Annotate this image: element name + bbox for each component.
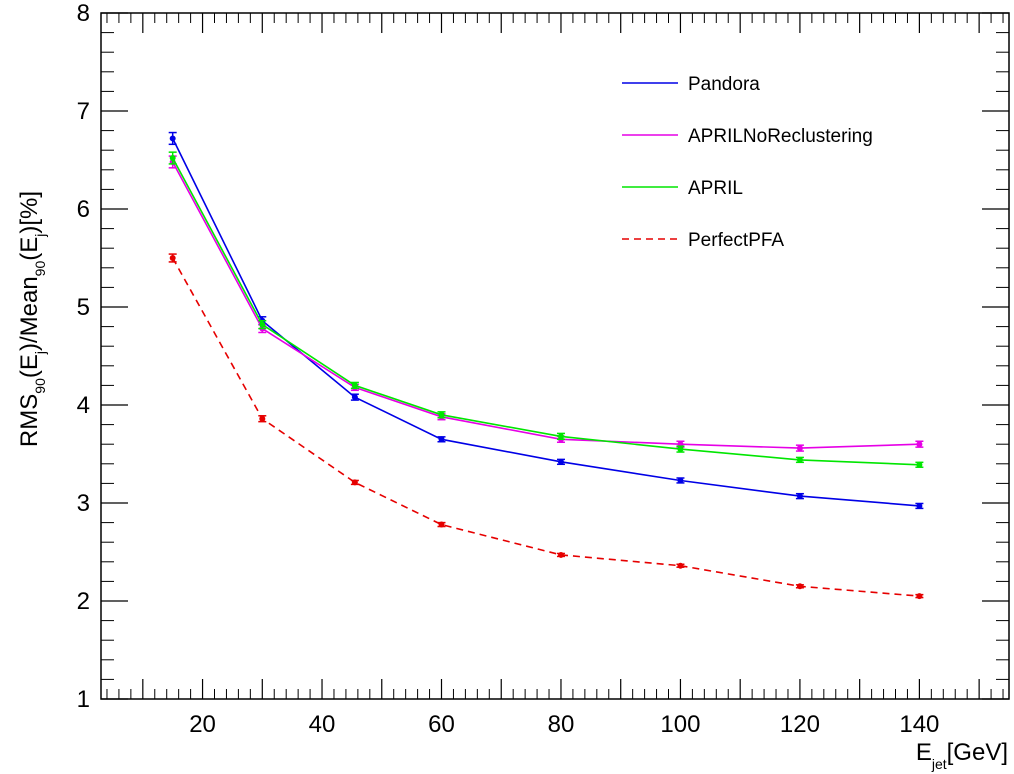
- series-layer: [168, 131, 924, 600]
- y-tick-label: 7: [77, 98, 90, 125]
- series-line-aprilnoreclustering: [171, 161, 920, 449]
- x-tick-label: 140: [899, 711, 939, 738]
- y-tick-label: 2: [77, 588, 90, 615]
- data-point: [438, 436, 445, 443]
- legend: Pandora APRILNoReclustering APRIL PerfectPF…: [622, 74, 873, 251]
- data-point: [351, 382, 358, 389]
- data-point: [677, 477, 684, 484]
- data-point: [259, 321, 266, 328]
- x-axis-title: Ejet[GeV]: [916, 739, 1008, 772]
- y-tick-label: 6: [77, 196, 90, 223]
- data-point: [438, 411, 445, 418]
- y-tick-label: 4: [77, 392, 90, 419]
- data-point: [351, 394, 358, 401]
- data-point: [557, 551, 564, 558]
- data-point: [796, 493, 803, 500]
- data-point: [677, 562, 684, 569]
- series-perfectpfa: [168, 253, 924, 600]
- y-tick-label: 1: [77, 686, 90, 713]
- data-point: [916, 441, 923, 448]
- data-point: [169, 135, 176, 142]
- data-point: [916, 461, 923, 468]
- data-point: [916, 593, 923, 600]
- data-point: [677, 446, 684, 453]
- series-april: [168, 151, 924, 468]
- y-tick-label: 8: [77, 0, 90, 27]
- data-point: [796, 583, 803, 590]
- legend-label-april: APRIL: [688, 178, 743, 199]
- data-point: [169, 155, 176, 162]
- data-point: [557, 458, 564, 465]
- legend-label-perfectpfa: PerfectPFA: [688, 230, 784, 251]
- data-point: [796, 445, 803, 452]
- y-tick-label: 3: [77, 490, 90, 517]
- series-pandora: [168, 131, 924, 510]
- x-tick-label: 100: [660, 711, 700, 738]
- data-point: [438, 521, 445, 528]
- series-aprilnoreclustering: [168, 155, 924, 452]
- data-point: [351, 479, 358, 486]
- legend-label-pandora: Pandora: [688, 74, 760, 95]
- data-point: [916, 502, 923, 509]
- series-line-april: [171, 157, 920, 466]
- data-point: [557, 433, 564, 440]
- x-tick-label: 40: [309, 711, 336, 738]
- data-point: [796, 456, 803, 463]
- series-line-perfectpfa: [172, 257, 920, 597]
- axis-ticks: 20 40 60 80 100 120 140 1 2 3 4 5 6 7 8: [77, 0, 1009, 738]
- legend-label-aprilnoreclustering: APRILNoReclustering: [688, 126, 873, 147]
- x-tick-label: 80: [548, 711, 575, 738]
- y-tick-label: 5: [77, 294, 90, 321]
- series-line-pandora: [171, 138, 920, 507]
- x-tick-label: 60: [428, 711, 455, 738]
- x-tick-label: 20: [189, 711, 216, 738]
- y-axis-title: RMS90(Ej)/Mean90(Ej)[%]: [16, 191, 48, 447]
- x-tick-label: 120: [780, 711, 820, 738]
- data-point: [169, 255, 176, 261]
- data-point: [259, 415, 266, 422]
- plot-frame: [100, 12, 1010, 700]
